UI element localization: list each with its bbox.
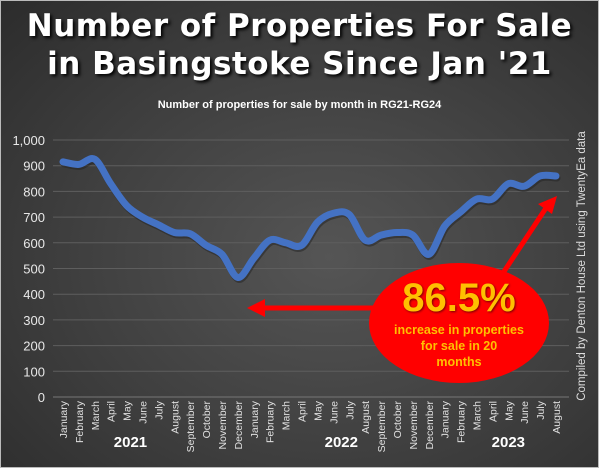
annotation-headline: 86.5% (402, 276, 515, 320)
x-tick-label: January (58, 400, 70, 438)
x-tick-label: May (503, 400, 515, 421)
x-tick-label: July (153, 400, 165, 419)
annotation-text: for sale in 20 (421, 339, 497, 353)
x-tick-label: February (265, 400, 277, 443)
x-tick-label: September (185, 401, 197, 453)
x-tick-label: December (233, 400, 245, 449)
x-tick-label: June (519, 401, 531, 424)
x-tick-label: October (392, 401, 404, 439)
x-tick-label: April (106, 401, 118, 422)
x-tick-label: April (487, 401, 499, 422)
x-tick-label: August (360, 401, 372, 434)
y-tick-label: 0 (38, 390, 45, 405)
y-tick-label: 800 (23, 184, 45, 199)
title-line-1: Number of Properties For Sale (26, 8, 573, 44)
x-tick-label: March (281, 401, 293, 430)
chart-subtitle: Number of properties for sale by month i… (157, 99, 442, 111)
series-line (59, 155, 560, 281)
y-tick-label: 100 (23, 364, 45, 379)
x-tick-label: February (74, 400, 86, 443)
x-tick-label: June (138, 401, 150, 424)
y-tick-label: 400 (23, 287, 45, 302)
x-tick-label: March (471, 401, 483, 430)
arrow-right-head (538, 196, 557, 214)
chart-title: Number of Properties For Sale in Basings… (1, 7, 598, 83)
annotation-bubble (369, 263, 549, 383)
x-tick-label: November (217, 400, 229, 449)
y-tick-label: 900 (23, 159, 45, 174)
year-label: 2022 (325, 434, 358, 451)
x-tick-label: July (535, 400, 547, 419)
x-tick-label: June (328, 401, 340, 424)
title-line-2: in Basingstoke Since Jan '21 (47, 46, 552, 82)
x-tick-label: August (169, 401, 181, 434)
y-tick-label: 300 (23, 313, 45, 328)
x-tick-label: May (122, 400, 134, 421)
year-label: 2023 (492, 434, 525, 451)
y-tick-label: 200 (23, 339, 45, 354)
y-tick-label: 500 (23, 262, 45, 277)
x-tick-label: December (424, 400, 436, 449)
y-tick-label: 700 (23, 210, 45, 225)
x-tick-label: September (376, 401, 388, 453)
x-tick-label: August (551, 401, 563, 434)
arrow-left-head (247, 299, 265, 317)
x-tick-label: July (344, 400, 356, 419)
arrow-right-shaft (498, 206, 549, 278)
annotation-text: increase in properties (394, 323, 524, 337)
x-tick-label: January (249, 400, 261, 438)
annotation-text: months (436, 355, 481, 369)
y-tick-label: 1,000 (12, 133, 45, 148)
x-tick-label: April (297, 401, 309, 422)
x-tick-label: October (201, 401, 213, 439)
y-tick-label: 600 (23, 236, 45, 251)
x-tick-label: March (90, 401, 102, 430)
x-tick-label: May (312, 400, 324, 421)
year-label: 2021 (114, 434, 147, 451)
x-tick-label: November (408, 400, 420, 449)
line-shadow (60, 157, 561, 283)
x-tick-label: January (440, 400, 452, 438)
x-tick-label: February (456, 400, 468, 443)
